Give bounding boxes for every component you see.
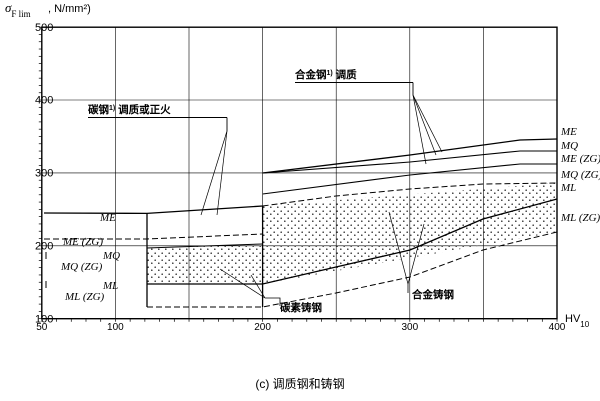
svg-text:MQ: MQ (560, 140, 578, 152)
svg-text:碳钢1) 调质或正火: 碳钢1) 调质或正火 (88, 103, 171, 116)
svg-text:400: 400 (549, 322, 566, 333)
svg-text:合金钢1) 调质: 合金钢1) 调质 (294, 68, 357, 81)
svg-text:300: 300 (401, 322, 418, 333)
svg-text:ME: ME (99, 212, 116, 224)
svg-text:合金铸钢: 合金铸钢 (411, 288, 454, 301)
svg-text:ME (ZG): ME (ZG) (62, 236, 103, 248)
svg-text:ML: ML (560, 182, 576, 194)
svg-text:ME: ME (560, 126, 577, 138)
svg-text:ML (ZG): ML (ZG) (64, 291, 105, 303)
svg-text:200: 200 (254, 322, 271, 333)
svg-text:HV10: HV10 (565, 313, 590, 329)
svg-text:400: 400 (35, 95, 53, 107)
svg-text:ME (ZG): ME (ZG) (560, 153, 600, 165)
svg-text:ML: ML (102, 280, 118, 292)
svg-text:MQ (ZG): MQ (ZG) (560, 169, 600, 181)
svg-text:500: 500 (35, 22, 53, 34)
svg-text:MQ (ZG): MQ (ZG) (60, 261, 103, 273)
svg-text:碳素铸钢: 碳素铸钢 (280, 301, 322, 314)
svg-text:, N/mm²): , N/mm²) (48, 3, 91, 15)
svg-text:ML (ZG): ML (ZG) (560, 212, 600, 224)
svg-text:(c) 调质钢和铸钢: (c) 调质钢和铸钢 (255, 376, 344, 391)
svg-text:50: 50 (36, 322, 48, 333)
svg-text:200: 200 (35, 241, 53, 253)
svg-text:σF lim: σF lim (5, 0, 31, 19)
svg-text:MQ: MQ (102, 250, 120, 262)
svg-text:300: 300 (35, 168, 53, 180)
svg-text:100: 100 (107, 322, 124, 333)
